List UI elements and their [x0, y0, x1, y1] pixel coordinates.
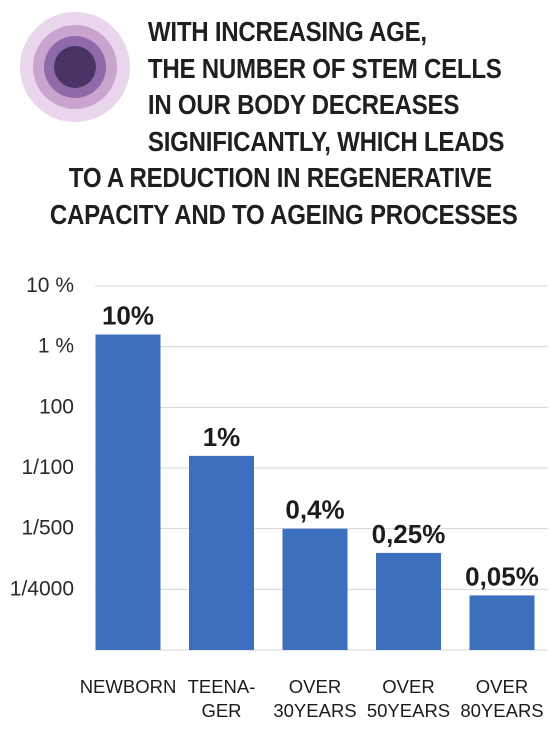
x-tick-label: 80YEARS [460, 700, 543, 721]
y-tick-label: 100 [39, 395, 74, 418]
x-tick-label: NEWBORN [80, 676, 177, 697]
y-tick-label: 10 % [26, 274, 74, 297]
x-tick-label: OVER [289, 676, 341, 697]
data-label: 1% [203, 422, 241, 452]
bar [376, 552, 441, 650]
data-label: 0,05% [465, 561, 539, 591]
logo-core [54, 46, 96, 88]
data-label: 10% [102, 301, 154, 331]
stem-cell-icon [20, 12, 130, 122]
x-tick-label: TEENA- [188, 676, 256, 697]
title-line: WITH INCREASING AGE, [147, 16, 427, 47]
data-label: 0,25% [372, 519, 446, 549]
title-line: CAPACITY AND TO AGEING PROCESSES [49, 198, 518, 230]
bar [469, 595, 535, 650]
bar [282, 528, 348, 650]
title-line: TO A REDUCTION IN REGENERATIVE [68, 162, 492, 193]
y-tick-label: 1/500 [21, 517, 74, 540]
title-line: SIGNIFICANTLY, WHICH LEADS [147, 125, 505, 157]
y-tick-label: 1/4000 [10, 577, 74, 600]
title-line: THE NUMBER OF STEM CELLS [147, 52, 502, 84]
stem-cell-bar-chart: 10 % 1 % 100 1/100 1/500 1/4000 10% NEWBORN 1% TE… [10, 274, 548, 721]
x-tick-label: OVER [382, 676, 434, 697]
y-tick-label: 1/100 [21, 456, 74, 479]
y-tick-label: 1 % [38, 335, 74, 358]
bar [189, 455, 254, 650]
x-tick-label: 30YEARS [273, 700, 356, 721]
x-tick-label: GER [201, 700, 241, 721]
data-label: 0,4% [285, 495, 344, 525]
x-tick-label: OVER [476, 676, 528, 697]
page-title: WITH INCREASING AGE, THE NUMBER OF STEM … [0, 14, 518, 233]
x-tick-label: 50YEARS [367, 700, 450, 721]
bar [95, 334, 161, 650]
title-line: IN OUR BODY DECREASES [147, 89, 460, 120]
